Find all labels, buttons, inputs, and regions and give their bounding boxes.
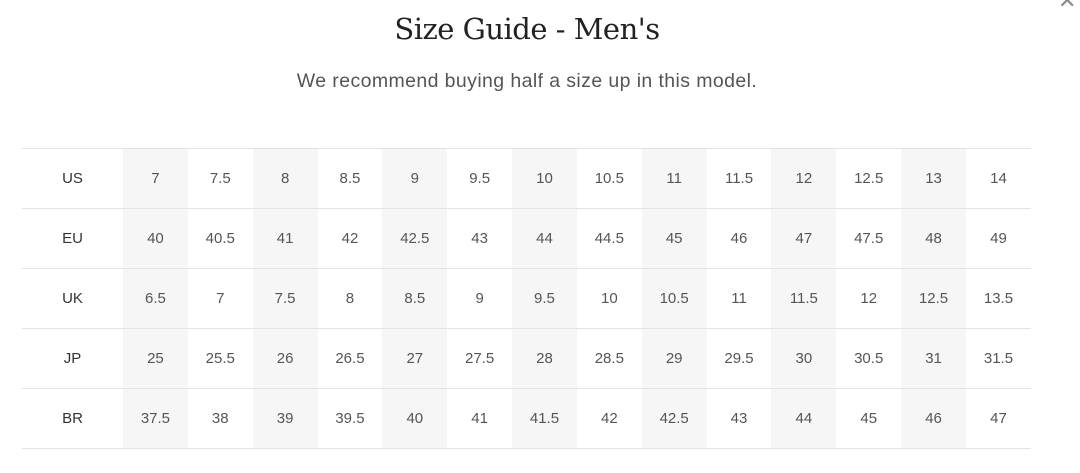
size-cell: 9.5 — [512, 268, 577, 329]
size-cell: 10.5 — [576, 148, 642, 209]
size-row-uk: UK 6.5 7 7.5 8 8.5 9 9.5 10 10.5 11 11.5 12 12.5 13.5 — [22, 268, 1031, 329]
size-cell: 10 — [512, 148, 577, 209]
size-cell: 7.5 — [187, 148, 253, 209]
size-cell: 7.5 — [252, 268, 318, 329]
size-cell: 12.5 — [836, 148, 902, 209]
size-cell: 11.5 — [771, 268, 837, 329]
size-row-jp: JP 25 25.5 26 26.5 27 27.5 28 28.5 29 29.5 30 30.5 31… — [22, 328, 1031, 389]
size-cell: 37.5 — [123, 388, 188, 449]
size-cell: 9.5 — [447, 148, 513, 209]
size-cell: 44 — [771, 388, 837, 449]
size-cell: 8 — [317, 268, 383, 329]
size-cell: 38 — [187, 388, 253, 449]
size-cell: 10.5 — [641, 268, 707, 329]
size-cell: 45 — [836, 388, 902, 449]
size-cell: 25 — [123, 328, 188, 389]
size-cell: 47 — [965, 388, 1031, 449]
size-cell: 45 — [641, 208, 707, 269]
size-cell: 46 — [706, 208, 772, 269]
close-icon[interactable]: ✕ — [1058, 0, 1077, 13]
size-cell: 31.5 — [965, 328, 1031, 389]
size-cell: 43 — [447, 208, 513, 269]
size-row-br: BR 37.5 38 39 39.5 40 41 41.5 42 42.5 43 44 45 46 47 — [22, 388, 1031, 449]
size-cell: 42.5 — [641, 388, 707, 449]
size-cell: 27.5 — [447, 328, 513, 389]
size-cell: 9 — [382, 148, 448, 209]
row-label: BR — [22, 388, 123, 449]
size-cell: 7 — [123, 148, 188, 209]
row-label: UK — [22, 268, 123, 329]
size-cell: 47 — [771, 208, 837, 269]
size-cell: 41 — [447, 388, 513, 449]
size-cell: 12 — [771, 148, 837, 209]
size-cell: 44.5 — [576, 208, 642, 269]
size-cell: 6.5 — [123, 268, 188, 329]
size-cell: 27 — [382, 328, 448, 389]
size-cell: 8 — [252, 148, 318, 209]
size-cell: 30.5 — [836, 328, 902, 389]
size-cell: 41.5 — [512, 388, 577, 449]
size-cell: 9 — [447, 268, 513, 329]
size-cell: 11 — [706, 268, 772, 329]
size-cell: 41 — [252, 208, 318, 269]
row-label: EU — [22, 208, 123, 269]
size-cell: 42 — [317, 208, 383, 269]
row-label: JP — [22, 328, 123, 389]
size-cell: 12.5 — [901, 268, 966, 329]
size-cell: 48 — [901, 208, 966, 269]
size-cell: 29 — [641, 328, 707, 389]
size-cell: 39 — [252, 388, 318, 449]
size-table: US 7 7.5 8 8.5 9 9.5 10 10.5 11 11.5 12 12.5 13 14 EU 40… — [22, 148, 1031, 449]
size-cell: 25.5 — [187, 328, 253, 389]
size-cell: 28.5 — [576, 328, 642, 389]
size-cell: 28 — [512, 328, 577, 389]
size-row-us: US 7 7.5 8 8.5 9 9.5 10 10.5 11 11.5 12 12.5 13 14 — [22, 148, 1031, 209]
size-cell: 26 — [252, 328, 318, 389]
size-recommendation: We recommend buying half a size up in th… — [296, 70, 758, 92]
size-cell: 46 — [901, 388, 966, 449]
size-cell: 11.5 — [706, 148, 772, 209]
size-cell: 47.5 — [836, 208, 902, 269]
size-cell: 13 — [901, 148, 966, 209]
size-cell: 40 — [123, 208, 188, 269]
size-cell: 11 — [641, 148, 707, 209]
size-cell: 8.5 — [382, 268, 448, 329]
size-cell: 10 — [576, 268, 642, 329]
size-cell: 14 — [965, 148, 1031, 209]
size-cell: 13.5 — [965, 268, 1031, 329]
size-cell: 31 — [901, 328, 966, 389]
row-label: US — [22, 148, 123, 209]
size-row-eu: EU 40 40.5 41 42 42.5 43 44 44.5 45 46 47 47.5 48 49 — [22, 208, 1031, 269]
size-cell: 30 — [771, 328, 837, 389]
size-cell: 42 — [576, 388, 642, 449]
size-cell: 39.5 — [317, 388, 383, 449]
size-cell: 44 — [512, 208, 577, 269]
size-cell: 49 — [965, 208, 1031, 269]
size-cell: 8.5 — [317, 148, 383, 209]
size-cell: 12 — [836, 268, 902, 329]
size-cell: 40 — [382, 388, 448, 449]
page-title: Size Guide - Men's — [394, 12, 660, 46]
size-cell: 29.5 — [706, 328, 772, 389]
size-cell: 42.5 — [382, 208, 448, 269]
size-cell: 26.5 — [317, 328, 383, 389]
size-cell: 40.5 — [187, 208, 253, 269]
size-cell: 43 — [706, 388, 772, 449]
size-cell: 7 — [187, 268, 253, 329]
